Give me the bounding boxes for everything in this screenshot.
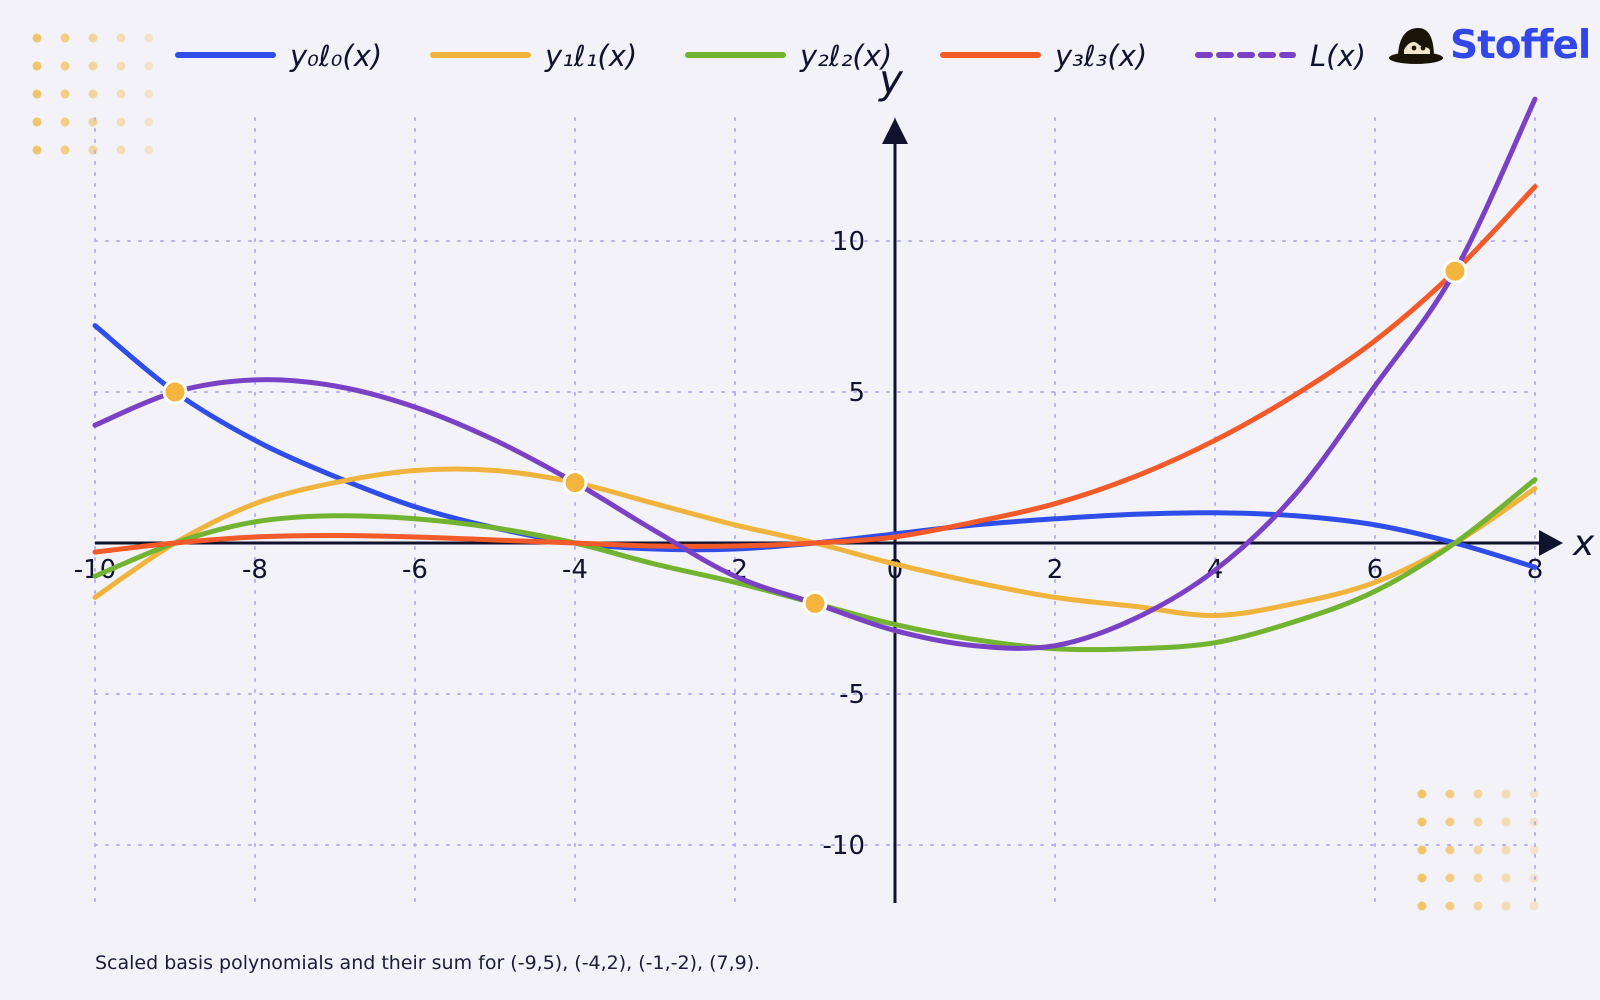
x-tick-label: -4 [562, 555, 588, 585]
y-tick-label: -10 [823, 831, 865, 861]
x-tick-label: 6 [1367, 555, 1384, 585]
y-axis-arrow [882, 118, 908, 144]
decorative-dot [88, 117, 98, 127]
decorative-dot [60, 145, 70, 155]
y-tick-label: 5 [848, 378, 865, 408]
decorative-dot [1529, 789, 1539, 799]
chart-caption: Scaled basis polynomials and their sum f… [95, 952, 761, 974]
decorative-dot [60, 117, 70, 127]
decorative-dot [1445, 873, 1455, 883]
decorative-dot [1529, 901, 1539, 911]
x-tick-label: 2 [1047, 555, 1064, 585]
interpolation-points [162, 258, 1468, 616]
decorative-dot [60, 61, 70, 71]
x-tick-label: 0 [887, 555, 904, 585]
decorative-dot [1473, 817, 1483, 827]
decorative-dot [1529, 845, 1539, 855]
series-line-3 [92, 184, 1538, 555]
decorative-dot [116, 145, 126, 155]
x-axis-arrow [1539, 530, 1563, 556]
x-tick-label: -8 [242, 555, 268, 585]
hat-icon [1389, 28, 1443, 64]
data-point [1442, 258, 1468, 284]
grid [94, 117, 1536, 904]
decorative-dot [32, 89, 42, 99]
decorative-dot [1473, 873, 1483, 883]
decorative-dot [1445, 789, 1455, 799]
brand-logo: Stoffel [1388, 20, 1591, 70]
decorative-dot [1501, 845, 1511, 855]
brand-name: Stoffel [1450, 22, 1591, 68]
data-point [162, 379, 188, 405]
x-tick-label: 8 [1527, 555, 1544, 585]
x-tick-label: -6 [402, 555, 428, 585]
decorative-dot [1445, 845, 1455, 855]
decorative-dot [32, 61, 42, 71]
decorative-dot [116, 89, 126, 99]
decorative-dot [88, 33, 98, 43]
decorative-dot [1501, 901, 1511, 911]
decorative-dot [32, 117, 42, 127]
decorative-dot [144, 145, 154, 155]
decorative-dot [1473, 789, 1483, 799]
decorative-dot [1501, 873, 1511, 883]
decorative-dot [60, 33, 70, 43]
decorative-dot [88, 61, 98, 71]
decorative-dot [1417, 789, 1427, 799]
decorative-dot [116, 117, 126, 127]
decorative-dot [1501, 817, 1511, 827]
decorative-dot [1473, 845, 1483, 855]
decorative-dots [32, 33, 1539, 911]
series-line-2 [92, 477, 1538, 653]
legend-label-0: y₀ℓ₀(x) [289, 39, 382, 73]
decorative-dot [1445, 817, 1455, 827]
decorative-dot [88, 145, 98, 155]
series-line-0 [92, 323, 1538, 570]
y-tick-label: -5 [839, 680, 865, 710]
decorative-dot [60, 89, 70, 99]
decorative-dot [144, 89, 154, 99]
decorative-dot [1501, 789, 1511, 799]
data-point [562, 470, 588, 496]
decorative-dot [144, 117, 154, 127]
decorative-dot [32, 145, 42, 155]
decorative-dot [1417, 873, 1427, 883]
legend: y₀ℓ₀(x) y₁ℓ₁(x) y₂ℓ₂(x) y₃ℓ₃(x) L(x) [175, 39, 1366, 73]
legend-label-4: L(x) [1310, 39, 1366, 73]
decorative-dot [88, 89, 98, 99]
legend-label-2: y₂ℓ₂(x) [799, 39, 892, 73]
decorative-dot [1417, 901, 1427, 911]
series-lines [92, 96, 1538, 653]
decorative-dot [116, 61, 126, 71]
data-point [802, 590, 828, 616]
legend-label-3: y₃ℓ₃(x) [1054, 39, 1147, 73]
decorative-dot [144, 33, 154, 43]
series-line-4 [92, 96, 1538, 651]
y-axis-label: y [878, 57, 904, 103]
axes: xy [95, 57, 1595, 903]
decorative-dot [1417, 817, 1427, 827]
decorative-dot [1417, 845, 1427, 855]
decorative-dot [1473, 901, 1483, 911]
decorative-dot [32, 33, 42, 43]
decorative-dot [1445, 901, 1455, 911]
legend-label-1: y₁ℓ₁(x) [544, 39, 637, 73]
x-axis-label: x [1572, 523, 1595, 564]
y-tick-label: 10 [832, 227, 865, 257]
decorative-dot [116, 33, 126, 43]
decorative-dot [144, 61, 154, 71]
